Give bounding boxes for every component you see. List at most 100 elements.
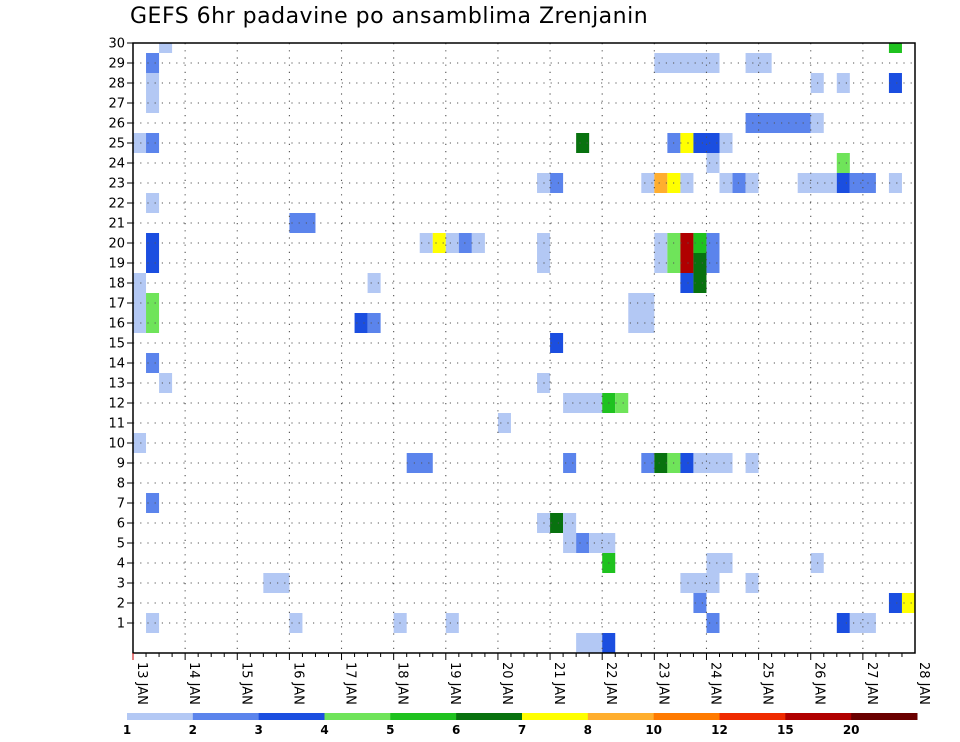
heatmap-cell bbox=[146, 133, 160, 153]
colorbar-label: 15 bbox=[777, 723, 794, 737]
y-tick-label: 2 bbox=[117, 597, 125, 612]
x-tick-label: 23 JAN bbox=[655, 662, 670, 705]
heatmap-cell bbox=[471, 233, 485, 253]
heatmap-cell bbox=[146, 353, 160, 373]
heatmap-cell bbox=[693, 133, 720, 153]
y-tick-label: 24 bbox=[108, 157, 125, 172]
heatmap-cell bbox=[888, 173, 902, 193]
plot-frame bbox=[132, 42, 916, 654]
y-tick-label: 4 bbox=[117, 557, 125, 572]
grid-layer bbox=[133, 42, 915, 653]
heatmap-cell bbox=[680, 133, 694, 153]
y-tick-label: 14 bbox=[108, 357, 125, 372]
x-tick-label: 26 JAN bbox=[812, 662, 827, 705]
y-tick-label: 1 bbox=[117, 617, 125, 632]
heatmap-cell bbox=[146, 613, 160, 633]
heatmap-cell bbox=[289, 213, 316, 233]
heatmap-cell bbox=[641, 173, 655, 193]
heatmap-cell bbox=[888, 43, 902, 53]
x-tick-label: 15 JAN bbox=[238, 662, 253, 705]
x-tick-label: 18 JAN bbox=[395, 662, 410, 705]
y-tick-label: 21 bbox=[108, 217, 125, 232]
colorbar-label: 12 bbox=[711, 723, 728, 737]
heatmap-cell bbox=[563, 533, 577, 553]
heatmap-cell bbox=[836, 613, 850, 633]
heatmap-cell bbox=[745, 53, 772, 73]
x-axis: 13 JAN 14 JAN 15 JAN 16 JAN 17 JAN 18 JAN 19 J… bbox=[132, 653, 931, 705]
colorbar-label: 6 bbox=[452, 723, 460, 737]
heatmap-cell bbox=[654, 453, 668, 473]
y-tick-label: 5 bbox=[117, 537, 125, 552]
heatmap-cell bbox=[497, 413, 511, 433]
y-tick-label: 23 bbox=[108, 177, 125, 192]
heatmap-cell bbox=[680, 573, 720, 593]
heatmap-cell bbox=[354, 313, 368, 333]
heatmap-cell bbox=[706, 253, 720, 273]
colorbar-segment bbox=[456, 713, 523, 720]
heatmap-cell bbox=[367, 313, 381, 333]
colorbar-segment bbox=[324, 713, 391, 720]
heatmap-cell bbox=[654, 253, 668, 273]
heatmap-cell bbox=[693, 253, 707, 273]
y-tick-label: 3 bbox=[117, 577, 125, 592]
heatmap-cell bbox=[654, 173, 668, 193]
x-tick-label: 19 JAN bbox=[447, 662, 462, 705]
heatmap-cell bbox=[693, 273, 707, 293]
heatmap-cell bbox=[615, 393, 629, 413]
y-tick-label: 20 bbox=[108, 237, 125, 252]
colorbar-segment bbox=[653, 713, 720, 720]
heatmap-cell bbox=[745, 573, 759, 593]
heatmap-cell bbox=[719, 173, 733, 193]
colorbar-segment bbox=[719, 713, 786, 720]
heatmap-cell bbox=[745, 113, 811, 133]
heatmap-cell bbox=[576, 633, 603, 653]
y-tick-label: 30 bbox=[108, 37, 125, 52]
y-tick-label: 8 bbox=[117, 477, 125, 492]
heatmap-cell bbox=[432, 233, 446, 253]
y-tick-label: 22 bbox=[108, 197, 125, 212]
heatmap-cell bbox=[706, 233, 720, 253]
x-tick-label: 25 JAN bbox=[760, 662, 775, 705]
colorbar-label: 3 bbox=[254, 723, 262, 737]
colorbar-segment bbox=[785, 713, 852, 720]
heatmap-cell bbox=[680, 173, 694, 193]
heatmap-cell bbox=[888, 593, 902, 613]
y-tick-label: 6 bbox=[117, 517, 125, 532]
y-tick-label: 7 bbox=[117, 497, 125, 512]
chart-title: GEFS 6hr padavine po ansamblima Zrenjani… bbox=[130, 4, 649, 29]
heatmap-cell bbox=[146, 313, 160, 333]
x-tick-label: 16 JAN bbox=[290, 662, 305, 705]
heatmap-cell bbox=[419, 233, 433, 253]
colorbar-segment bbox=[258, 713, 325, 720]
heatmap-cell bbox=[693, 233, 707, 253]
heatmap-cell bbox=[732, 173, 746, 193]
colorbar-label: 4 bbox=[320, 723, 328, 737]
heatmap-cell bbox=[602, 633, 616, 653]
heatmap-cell bbox=[445, 613, 459, 633]
colorbar-label: 20 bbox=[843, 723, 860, 737]
colorbar-label: 1 bbox=[123, 723, 131, 737]
heatmap-cell bbox=[550, 173, 564, 193]
heatmap-cell bbox=[146, 253, 160, 273]
heatmap-cell bbox=[133, 293, 147, 313]
y-tick-label: 11 bbox=[108, 417, 125, 432]
heatmap-cell bbox=[836, 153, 850, 173]
heatmap-cell bbox=[289, 613, 303, 633]
colorbar: 1 2 3 4 5 6 7 8 10 12 15 20 bbox=[123, 713, 918, 737]
y-tick-label: 9 bbox=[117, 457, 125, 472]
y-tick-label: 16 bbox=[108, 317, 125, 332]
heatmap-cell bbox=[159, 43, 173, 53]
y-tick-label: 15 bbox=[108, 337, 125, 352]
heatmap-cell bbox=[146, 233, 160, 253]
y-tick-label: 13 bbox=[108, 377, 125, 392]
heatmap-cell bbox=[133, 273, 147, 293]
heatmap-cell bbox=[146, 193, 160, 213]
heatmap-cell bbox=[159, 373, 173, 393]
heatmap-cell bbox=[693, 593, 707, 613]
x-tick-label: 27 JAN bbox=[864, 662, 879, 705]
heatmap-cell bbox=[641, 453, 655, 473]
x-tick-label: 14 JAN bbox=[186, 662, 201, 705]
y-tick-label: 18 bbox=[108, 277, 125, 292]
y-tick-label: 25 bbox=[108, 137, 125, 152]
